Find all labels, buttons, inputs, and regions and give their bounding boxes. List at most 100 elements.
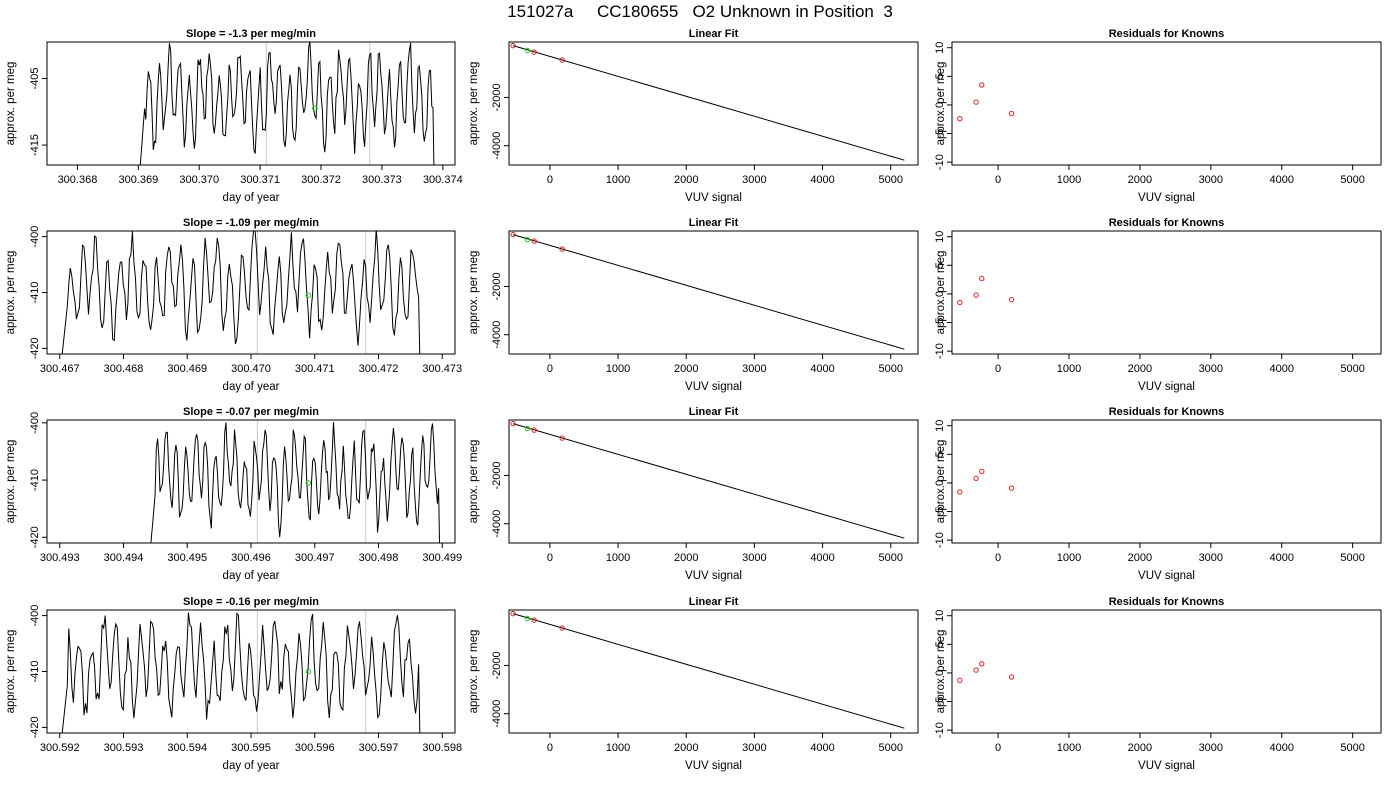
x-tick-fit-2-5-label: 5000 [878, 363, 902, 375]
y-tick-ts-1-1-label: -415 [29, 134, 41, 156]
x-tick-ts-1-4-label: 300.372 [301, 174, 341, 186]
x-tick-ts-2-2-label: 300.469 [167, 363, 207, 375]
residual-point-2-3 [1008, 296, 1015, 303]
x-tick-ts-1-5-label: 300.373 [362, 174, 402, 186]
unknown-point-4 [305, 668, 312, 675]
x-tick-ts-4-1-label: 300.593 [104, 742, 144, 754]
timeseries-frame-3 [46, 419, 456, 544]
x-tick-fit-3-5-label: 5000 [878, 552, 902, 564]
x-tick-ts-3-5-label: 300.498 [359, 552, 399, 564]
residual-frame-2 [951, 230, 1382, 355]
y-tick-res-4-0-label: 10 [934, 610, 946, 622]
x-tick-ts-2-6-label: 300.473 [422, 363, 462, 375]
x-tick-ts-3-4-label: 300.497 [295, 552, 335, 564]
fit-frame-2 [508, 230, 919, 355]
unknown-point-1 [312, 105, 318, 112]
x-tick-fit-1-0-label: 0 [547, 174, 553, 186]
y-axis-label-ts-4: approx. per meg [5, 630, 17, 714]
fit-line-1 [512, 45, 905, 161]
y-axis-label-fit-2: approx. per meg [468, 251, 480, 335]
y-tick-res-2-0-label: 10 [934, 231, 946, 243]
trace-line-1 [139, 42, 435, 165]
y-tick-res-3-0-label: 10 [934, 420, 946, 432]
known-point-1-0 [510, 42, 516, 49]
known-point-2-0 [510, 231, 516, 238]
known-point-3-1 [531, 427, 537, 433]
residual-point-2-2 [979, 275, 985, 282]
x-tick-fit-1-5-label: 5000 [878, 174, 902, 186]
fit-unknown-point-3-0 [524, 425, 531, 432]
x-tick-fit-4-0-label: 0 [547, 742, 553, 754]
y-tick-ts-4-1-label: -410 [29, 660, 41, 682]
x-tick-res-1-5-label: 5000 [1340, 174, 1364, 186]
residual-frame-1 [951, 41, 1382, 166]
residual-point-4-2 [979, 661, 985, 667]
x-tick-ts-3-6-label: 300.499 [422, 552, 462, 564]
x-tick-fit-2-3-label: 3000 [742, 363, 766, 375]
unknown-point-2 [305, 292, 312, 299]
known-point-1-2 [559, 57, 565, 63]
x-tick-fit-4-1-label: 1000 [606, 742, 630, 754]
timeseries-frame-2 [46, 230, 456, 355]
panel-title-ts-4: Slope = -0.16 per meg/min [183, 596, 319, 608]
residual-frame-3 [951, 419, 1382, 544]
y-axis-label-fit-1: approx. per meg [468, 62, 480, 146]
y-tick-res-4-1-label: 5 [934, 641, 946, 647]
panel-title-ts-3: Slope = -0.07 per meg/min [183, 406, 319, 418]
y-tick-res-4-3-label: -5 [934, 697, 946, 707]
x-tick-ts-4-4-label: 300.596 [295, 742, 335, 754]
x-tick-res-3-3-label: 3000 [1199, 552, 1223, 564]
y-tick-res-1-4-label: -10 [934, 154, 946, 170]
y-tick-fit-4-1-label: -4000 [491, 700, 503, 728]
x-tick-ts-4-3-label: 300.595 [231, 742, 271, 754]
fit-line-3 [512, 423, 905, 539]
x-tick-ts-2-1-label: 300.468 [104, 363, 144, 375]
y-tick-fit-1-0-label: -2000 [491, 83, 503, 111]
x-tick-fit-2-0-label: 0 [547, 363, 553, 375]
x-axis-label-ts-2: day of year [223, 381, 280, 393]
x-tick-res-4-3-label: 3000 [1199, 742, 1223, 754]
x-tick-fit-3-2-label: 2000 [674, 552, 698, 564]
x-tick-fit-4-4-label: 4000 [810, 742, 834, 754]
x-tick-fit-1-2-label: 2000 [674, 174, 698, 186]
y-axis-label-res-1: approx. per meg [935, 62, 947, 146]
residual-point-1-1 [973, 99, 979, 105]
x-tick-res-3-2-label: 2000 [1128, 552, 1152, 564]
x-tick-fit-3-0-label: 0 [547, 552, 553, 564]
y-tick-res-3-3-label: -5 [934, 507, 946, 517]
y-tick-fit-4-0-label: -2000 [491, 651, 503, 679]
x-axis-label-ts-3: day of year [223, 570, 280, 582]
x-tick-ts-3-3-label: 300.496 [231, 552, 271, 564]
x-tick-fit-3-3-label: 3000 [742, 552, 766, 564]
x-tick-ts-1-6-label: 300.374 [423, 174, 463, 186]
x-axis-label-res-3: VUV signal [1138, 570, 1195, 582]
x-tick-res-1-1-label: 1000 [1057, 174, 1081, 186]
known-point-4-2 [559, 625, 565, 631]
x-axis-label-fit-1: VUV signal [685, 192, 742, 204]
y-axis-label-res-2: approx. per meg [935, 251, 947, 335]
known-point-2-1 [531, 238, 537, 244]
x-tick-fit-2-2-label: 2000 [674, 363, 698, 375]
y-axis-label-res-4: approx. per meg [935, 630, 947, 714]
panel-title-fit-3: Linear Fit [689, 406, 739, 418]
panel-title-fit-4: Linear Fit [689, 596, 739, 608]
x-tick-ts-4-5-label: 300.597 [359, 742, 399, 754]
y-axis-label-ts-2: approx. per meg [5, 251, 17, 335]
y-tick-ts-3-1-label: -410 [29, 469, 41, 491]
x-axis-label-res-2: VUV signal [1138, 381, 1195, 393]
y-tick-res-3-4-label: -10 [934, 532, 946, 548]
y-axis-label-ts-3: approx. per meg [5, 440, 17, 524]
known-point-2-2 [559, 246, 565, 252]
y-tick-res-1-1-label: 5 [934, 73, 946, 79]
x-tick-res-1-4-label: 4000 [1269, 174, 1293, 186]
x-tick-fit-4-3-label: 3000 [742, 742, 766, 754]
x-tick-res-2-1-label: 1000 [1057, 363, 1081, 375]
y-axis-label-res-3: approx. per meg [935, 440, 947, 524]
x-axis-label-ts-1: day of year [223, 192, 280, 204]
x-tick-ts-1-0-label: 300.368 [58, 174, 98, 186]
panel-title-res-2: Residuals for Knowns [1109, 217, 1225, 229]
y-tick-res-4-4-label: -10 [934, 722, 946, 738]
residual-point-3-2 [979, 468, 985, 475]
x-tick-ts-2-0-label: 300.467 [40, 363, 80, 375]
